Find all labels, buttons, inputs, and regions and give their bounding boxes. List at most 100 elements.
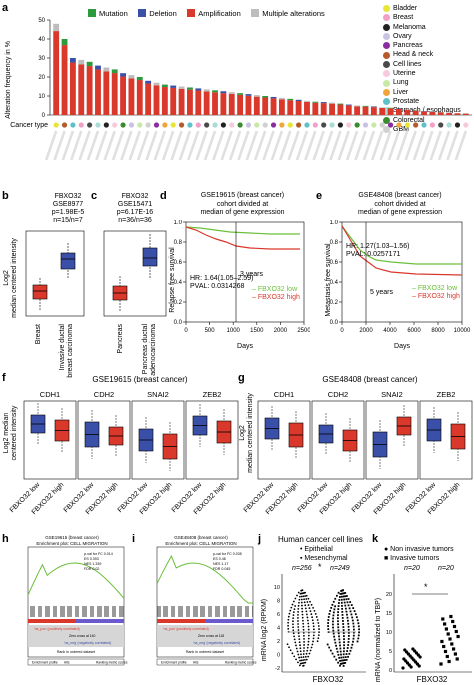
cancer-type-dot <box>371 122 377 128</box>
epithelial-point <box>306 646 309 649</box>
svg-text:adenocarcinoma: adenocarcinoma <box>150 324 157 376</box>
epithelial-point <box>300 653 302 656</box>
svg-text:Days: Days <box>237 343 253 350</box>
epithelial-point <box>312 625 315 628</box>
deletion-bar <box>95 65 101 70</box>
cancer-legend-label: Breast <box>393 14 414 22</box>
gsea-legend-item: Ranking metric scores <box>96 661 128 665</box>
mesenchymal-point <box>357 637 360 640</box>
ytick-label: 20 <box>386 592 392 598</box>
epithelial-point <box>314 613 317 615</box>
epithelial-point <box>292 620 294 623</box>
mesenchymal-point <box>335 658 338 661</box>
svg-text:n=249: n=249 <box>330 565 350 572</box>
mesenchymal-point <box>338 635 340 638</box>
study-label <box>120 130 133 161</box>
mesenchymal-point <box>327 625 329 627</box>
epithelial-point <box>301 589 304 592</box>
amplification-bar <box>278 99 285 115</box>
xtick-label: 2000 <box>274 328 288 334</box>
ytick-label: 0.4 <box>174 280 183 286</box>
ytick-label: 4 <box>277 626 280 632</box>
epithelial-point <box>316 619 319 621</box>
mesenchymal-point <box>331 652 334 655</box>
epithelial-point <box>295 647 298 650</box>
mesenchymal-point <box>347 622 350 625</box>
study-label <box>161 130 175 161</box>
cancer-type-dot <box>463 122 469 128</box>
ytick-label: 0 <box>277 653 280 659</box>
gene-name: SNAI2 <box>147 390 169 399</box>
ytick-label: 0 <box>389 668 392 674</box>
epithelial-point <box>305 594 308 597</box>
epithelial-point <box>291 603 294 606</box>
study-label <box>153 130 167 161</box>
amplification-swatch <box>187 9 196 17</box>
multiple-bar <box>178 86 185 89</box>
mesenchymal-point <box>342 632 345 634</box>
svg-text:Breast: Breast <box>35 324 42 344</box>
svg-text:n=20: n=20 <box>404 565 420 572</box>
mesenchymal-point <box>327 619 330 621</box>
svg-text:centered intensity: centered intensity <box>11 405 18 460</box>
study-label <box>279 130 292 161</box>
mesenchymal-point <box>327 622 330 624</box>
epithelial-point <box>306 619 309 622</box>
zero-cross: Zero cross at 118 <box>198 634 224 638</box>
gsea-frame <box>27 546 125 658</box>
amplification-bar <box>295 101 302 115</box>
mesenchymal-point <box>339 650 342 653</box>
mesenchymal-point <box>338 641 341 644</box>
ytick-label: 50 <box>38 18 45 24</box>
amplification-bar <box>345 105 352 115</box>
mesenchymal-point <box>335 644 337 647</box>
mesenchymal-point <box>338 596 341 598</box>
epithelial-point <box>312 637 315 640</box>
gsea-legend-item: Hits <box>64 661 70 665</box>
svg-text:FBXO32: FBXO32 <box>417 675 448 684</box>
multiple-bar <box>278 97 285 100</box>
mesenchymal-point <box>344 662 347 664</box>
neg-label: 'na_neg' (negatively correlated) <box>193 641 240 645</box>
cancer-legend-item: Colorectal <box>383 116 461 125</box>
epithelial-point <box>304 591 306 594</box>
mesenchymal-point <box>343 638 345 641</box>
deletion-bar <box>320 102 327 104</box>
xtick-label: 0 <box>184 328 188 334</box>
epithelial-point <box>297 620 299 622</box>
epithelial-point <box>306 601 309 603</box>
mesenchymal-point <box>340 662 343 665</box>
non-invasive-point <box>411 647 415 651</box>
cancer-type-dot <box>262 122 268 128</box>
gene-name: CDH2 <box>328 390 348 399</box>
mesenchymal-point <box>336 650 339 653</box>
epithelial-point <box>305 598 308 600</box>
mesenchymal-point <box>342 626 345 628</box>
epithelial-point <box>303 641 305 643</box>
pdac-box <box>142 247 158 267</box>
xtick-label: 2000 <box>359 328 373 334</box>
epithelial-point <box>307 622 310 625</box>
ytick-label: 0.6 <box>174 260 183 266</box>
gene-frame <box>311 400 365 480</box>
amplification-bar <box>245 95 252 115</box>
mesenchymal-point <box>337 591 340 594</box>
cancer-legend-item: Ovary <box>383 32 461 41</box>
multiple-bar <box>228 92 235 95</box>
gsea-legend-box <box>27 658 125 666</box>
cancer-color-dot <box>383 116 390 124</box>
mesenchymal-point <box>354 613 357 616</box>
panel-f-title: GSE19615 (breast cancer) <box>92 375 188 384</box>
mesenchymal-point <box>329 609 332 612</box>
svg-text:mRNA log2 (RPKM): mRNA log2 (RPKM) <box>261 599 268 661</box>
multiple-bar <box>53 23 60 32</box>
mesenchymal-point <box>352 634 355 637</box>
ytick-label: 0.4 <box>330 280 339 286</box>
deletion-bar <box>145 80 152 84</box>
epithelial-point <box>302 619 304 622</box>
mesenchymal-point <box>353 628 355 631</box>
mesenchymal-point <box>333 638 336 641</box>
cancer-legend-label: Stomach / esophagus <box>393 107 461 115</box>
epithelial-point <box>299 644 301 647</box>
cancer-legend-item: Breast <box>383 13 461 22</box>
